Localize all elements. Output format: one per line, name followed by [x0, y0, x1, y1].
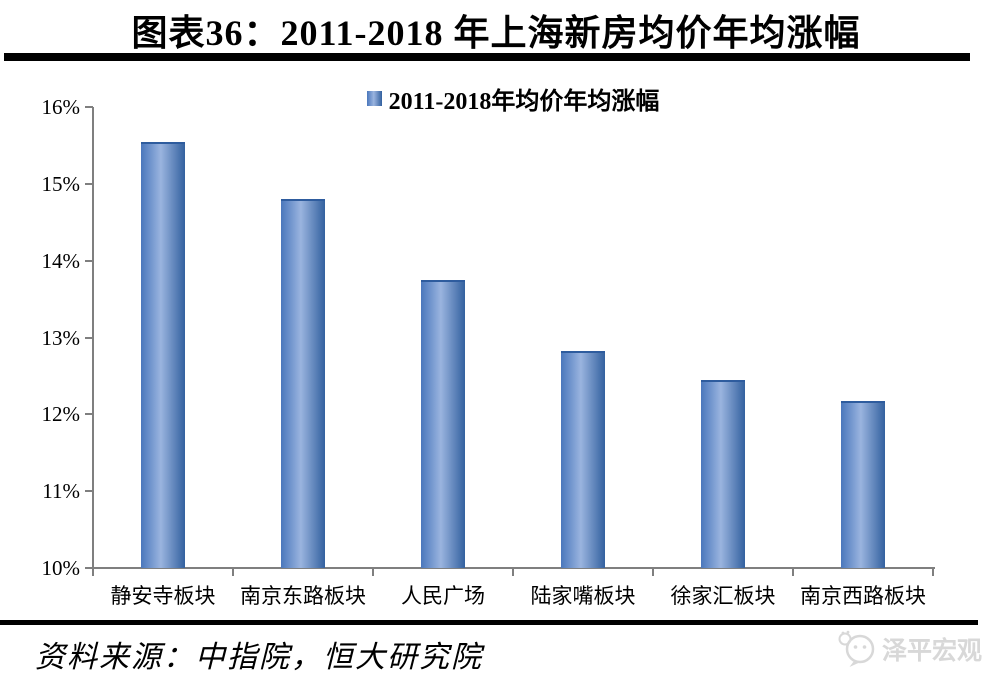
- bar-4: [561, 350, 605, 568]
- x-axis-line: [85, 567, 935, 569]
- x-tick: [932, 568, 934, 576]
- x-axis-category-label: 南京西路板块: [800, 584, 926, 608]
- chat-bubble-icon: [838, 630, 875, 667]
- y-axis-tick-label: 12%: [41, 402, 81, 427]
- bar-1: [141, 141, 185, 568]
- y-tick: [85, 106, 93, 108]
- y-tick: [85, 413, 93, 416]
- brand-logo-text: 泽平宏观: [882, 638, 983, 665]
- x-tick: [652, 568, 654, 576]
- source-note: 资料来源：中指院，恒大研究院: [35, 641, 483, 674]
- y-axis-line: [92, 107, 94, 576]
- y-tick: [85, 336, 93, 339]
- x-tick: [92, 568, 94, 576]
- y-tick: [85, 490, 93, 493]
- x-axis-category-label: 静安寺板块: [110, 584, 216, 608]
- bar-6: [841, 401, 885, 568]
- bar-5: [701, 379, 745, 568]
- x-tick: [232, 568, 234, 576]
- x-tick: [372, 568, 374, 576]
- brand-logo: 泽平宏观: [836, 628, 982, 670]
- y-tick: [85, 259, 93, 262]
- y-axis-tick-label: 13%: [41, 325, 81, 350]
- footer-divider: [0, 620, 978, 625]
- title-divider: [4, 53, 970, 61]
- chart-title: 图表36：2011-2018 年上海新房均价年均涨幅: [131, 13, 861, 53]
- x-tick: [792, 568, 794, 576]
- bar-3: [421, 279, 465, 568]
- bar-2: [281, 199, 325, 568]
- x-axis-category-label: 南京东路板块: [240, 584, 366, 608]
- y-axis-tick-label: 14%: [41, 248, 81, 273]
- legend-swatch-icon: [366, 90, 382, 106]
- chart-legend: 2011-2018年均价年均涨幅: [93, 84, 933, 115]
- y-axis-tick-label: 10%: [41, 556, 81, 580]
- y-axis-tick-label: 16%: [41, 95, 81, 119]
- y-axis-tick-label: 15%: [41, 171, 81, 196]
- y-axis-tick-label: 11%: [42, 479, 80, 504]
- x-axis-category-label: 人民广场: [401, 584, 485, 608]
- x-axis-category-label: 徐家汇板块: [670, 584, 776, 608]
- legend-label: 2011-2018年均价年均涨幅: [388, 88, 660, 115]
- x-tick: [512, 568, 514, 576]
- y-tick: [85, 182, 93, 185]
- y-tick: [85, 567, 93, 569]
- x-axis-category-label: 陆家嘴板块: [530, 584, 636, 608]
